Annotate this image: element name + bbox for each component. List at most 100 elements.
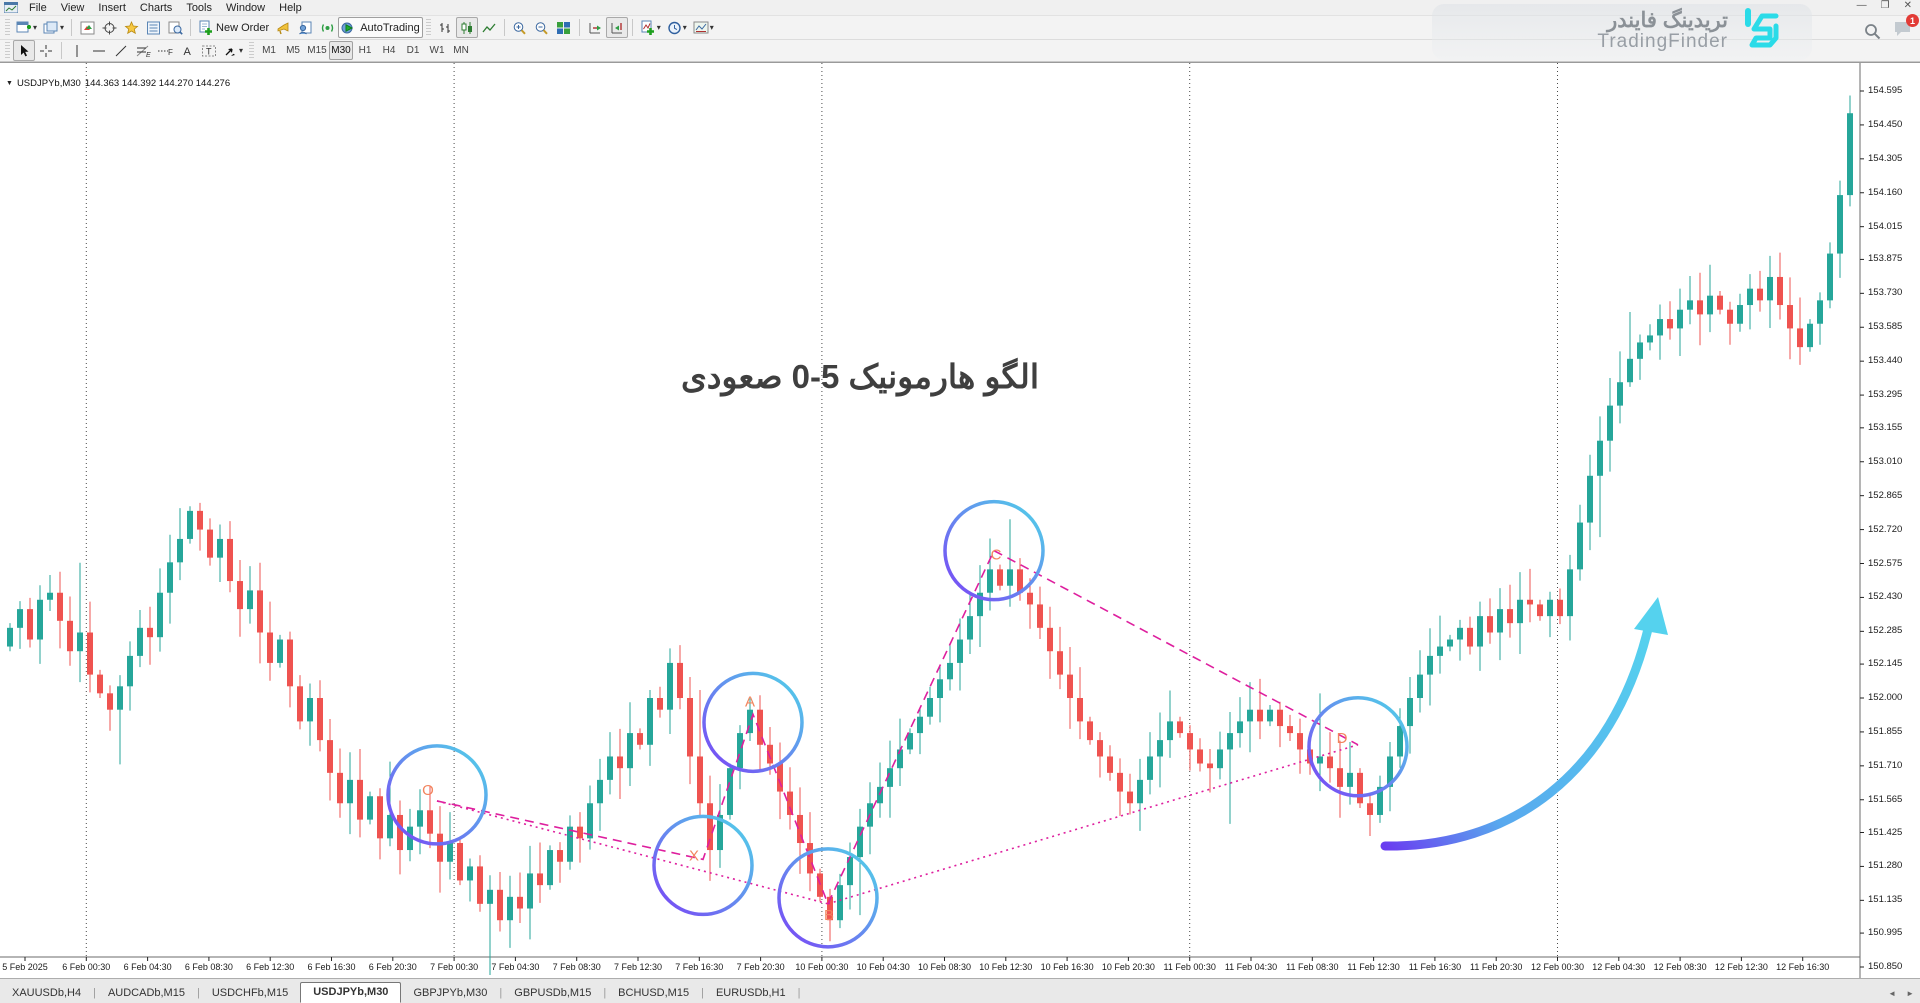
terminal-button[interactable]	[142, 17, 164, 38]
time-tick-label: 6 Feb 04:30	[123, 962, 172, 972]
timeframe-w1[interactable]: W1	[429, 45, 445, 56]
pattern-title: الگو هارمونیک 5-0 صعودی	[680, 358, 1040, 395]
new-order-button[interactable]: New Order	[195, 17, 272, 38]
tab-bchusd[interactable]: BCHUSD,M15	[618, 987, 690, 999]
zoom-out-button[interactable]	[531, 17, 553, 38]
notifications-button[interactable]: 1	[1893, 14, 1919, 42]
candlestick-plot[interactable]: O X A B C D	[0, 63, 1920, 979]
toolbar-grip[interactable]	[425, 18, 431, 37]
vertical-line-button[interactable]	[66, 40, 88, 61]
text-label-button[interactable]: T	[198, 40, 220, 61]
menu-help[interactable]: Help	[279, 1, 302, 14]
strategy-tester-button[interactable]	[164, 17, 186, 38]
close-button[interactable]: ✕	[1903, 0, 1912, 11]
minimize-button[interactable]: —	[1856, 0, 1867, 11]
price-tick-label: 153.440	[1868, 355, 1903, 367]
tile-windows-icon	[557, 21, 571, 34]
tab-usdjpy-active[interactable]: USDJPYb,M30	[300, 982, 402, 1003]
tab-gbpusd[interactable]: GBPUSDb,M15	[514, 987, 592, 999]
chart-shift-button[interactable]	[605, 17, 628, 38]
data-window-icon	[102, 21, 117, 34]
text-label-icon: T	[202, 45, 216, 56]
indicators-button[interactable]: ▾	[637, 17, 664, 38]
cursor-button[interactable]	[13, 40, 35, 61]
time-tick-label: 11 Feb 00:30	[1163, 962, 1216, 972]
tab-eurusd[interactable]: EURUSDb,H1	[715, 987, 786, 999]
fibo-expansion-button[interactable]: F	[154, 40, 176, 61]
templates-button[interactable]: ▾	[690, 17, 717, 38]
symbol-dropdown-icon[interactable]: ▼	[6, 80, 13, 87]
price-tick-label: 152.000	[1868, 692, 1903, 703]
arrows-button[interactable]: ▾	[220, 40, 246, 61]
text-button[interactable]: A	[176, 40, 198, 61]
time-tick-label: 5 Feb 2025	[2, 962, 48, 972]
fibonacci-button[interactable]: E	[132, 40, 154, 61]
tab-xauusd[interactable]: XAUUSDb,H4	[12, 987, 82, 999]
crosshair-button[interactable]	[35, 40, 57, 61]
restore-button[interactable]: ❐	[1880, 0, 1890, 11]
price-tick-label: 151.425	[1868, 826, 1903, 838]
menu-tools[interactable]: Tools	[186, 1, 212, 14]
price-tick-label: 151.135	[1868, 894, 1903, 906]
candlestick-button[interactable]	[455, 17, 478, 38]
time-tick-label: 12 Feb 08:30	[1653, 962, 1707, 972]
tab-audcad[interactable]: AUDCADb,M15	[107, 987, 185, 999]
signals-button[interactable]	[316, 17, 338, 38]
data-window-button[interactable]	[98, 17, 120, 38]
new-chart-button[interactable]: ▾	[13, 17, 40, 38]
price-tick-label: 154.015	[1868, 220, 1903, 232]
time-tick-label: 12 Feb 00:30	[1530, 962, 1585, 972]
timeframe-m5[interactable]: M5	[286, 45, 300, 56]
timeframe-m15[interactable]: M15	[307, 45, 327, 56]
menu-view[interactable]: View	[60, 1, 85, 14]
market-watch-button[interactable]	[76, 17, 98, 38]
horizontal-line-icon	[93, 50, 105, 51]
timeframe-mn[interactable]: MN	[453, 45, 469, 56]
toolbar-grip[interactable]	[249, 41, 255, 60]
menu-window[interactable]: Window	[226, 1, 266, 14]
bar-chart-button[interactable]	[434, 17, 456, 38]
price-tick-label: 154.305	[1868, 152, 1903, 164]
timeframe-m1[interactable]: M1	[262, 45, 276, 56]
time-tick-label: 6 Feb 12:30	[246, 962, 295, 972]
symbol-info: ▼ USDJPYb,M30 144.363 144.392 144.270 14…	[6, 78, 230, 89]
timeframe-m30[interactable]: M30	[329, 41, 354, 60]
time-tick-label: 6 Feb 08:30	[184, 962, 233, 972]
timeframe-d1[interactable]: D1	[406, 45, 420, 56]
menu-charts[interactable]: Charts	[139, 1, 173, 14]
menu-insert[interactable]: Insert	[98, 1, 126, 14]
autotrading-label: AutoTrading	[360, 21, 420, 34]
candlestick-icon	[461, 21, 472, 34]
trendline-button[interactable]	[110, 40, 132, 61]
price-tick-label: 153.010	[1868, 455, 1903, 467]
search-icon[interactable]	[1864, 23, 1881, 40]
tab-scroll-left-icon[interactable]: ◄	[1888, 989, 1897, 998]
tab-gbpjpy[interactable]: GBPJPYb,M30	[413, 987, 488, 999]
menu-file[interactable]: File	[29, 1, 47, 14]
time-tick-label: 11 Feb 12:30	[1347, 962, 1400, 972]
strategy-tester-icon	[168, 21, 183, 35]
auto-scroll-button[interactable]	[584, 17, 606, 38]
tab-usdchf[interactable]: USDCHFb,M15	[211, 987, 289, 999]
toolbar-grip[interactable]	[5, 18, 10, 37]
timeframe-h1[interactable]: H1	[358, 45, 372, 56]
experts-button[interactable]	[294, 17, 316, 38]
tradingfinder-mark-icon	[1745, 8, 1779, 48]
alerts-button[interactable]	[272, 17, 294, 38]
pattern-point-label: B	[824, 907, 834, 924]
timeframe-h4[interactable]: H4	[382, 45, 396, 56]
line-chart-button[interactable]	[478, 17, 500, 38]
chart-area[interactable]: O X A B C D ▼ USDJPYb,M30 144.363 144.392 144…	[0, 62, 1920, 979]
tab-scroll-right-icon[interactable]: ►	[1906, 989, 1914, 998]
toolbar-grip[interactable]	[5, 41, 10, 60]
autotrading-button[interactable]: AutoTrading	[338, 17, 423, 38]
zoom-in-button[interactable]	[509, 17, 531, 38]
profiles-button[interactable]: ▾	[40, 17, 67, 38]
periods-button[interactable]: ▾	[664, 17, 690, 38]
tile-windows-button[interactable]	[553, 17, 575, 38]
price-tick-label: 153.155	[1868, 421, 1903, 433]
profiles-icon	[43, 21, 58, 33]
horizontal-line-button[interactable]	[88, 40, 110, 61]
navigator-button[interactable]	[120, 17, 142, 38]
tradingfinder-logo: تریدینگ فایندر TradingFinder	[1597, 8, 1782, 54]
